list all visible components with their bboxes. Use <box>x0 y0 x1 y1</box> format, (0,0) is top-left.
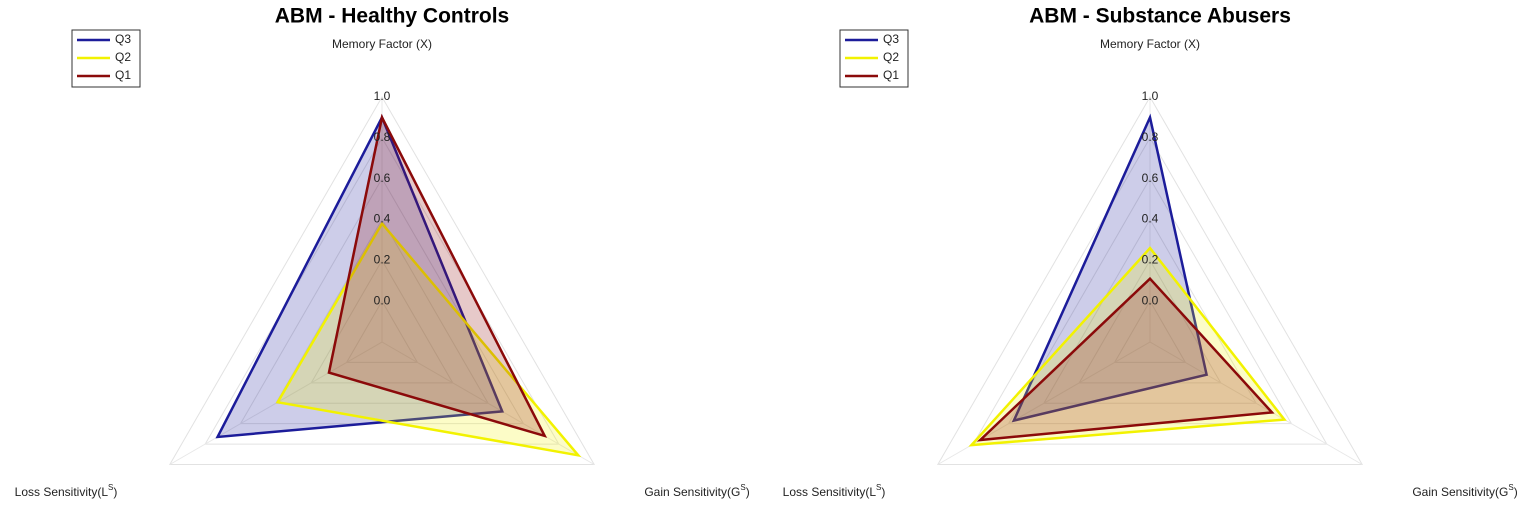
r-tick-label: 0.8 <box>374 130 391 144</box>
spoke <box>1149 341 1363 465</box>
r-tick-label: 0.2 <box>1142 253 1159 267</box>
legend-label: Q3 <box>115 32 131 46</box>
r-tick-label: 0.0 <box>374 293 391 307</box>
axis-label: Loss Sensitivity(LS) <box>15 483 118 499</box>
axis-label: Gain Sensitivity(GS) <box>644 483 749 499</box>
axis-label: Memory Factor (X) <box>1100 37 1200 51</box>
r-tick-label: 0.0 <box>1142 293 1159 307</box>
grid-line <box>972 136 1328 445</box>
axis-label-sup: S <box>1508 483 1513 492</box>
r-tick-label: 0.4 <box>1142 212 1159 226</box>
grid-line <box>239 177 525 425</box>
grid-line <box>1078 259 1222 384</box>
axis-label-text: Gain Sensitivity(G <box>644 485 740 499</box>
axis-label-tail: ) <box>746 485 750 499</box>
axis-label-tail: ) <box>113 485 117 499</box>
axis-label: Gain Sensitivity(GS) <box>1412 483 1517 499</box>
series-area <box>968 246 1287 447</box>
axis-label-text: Memory Factor (X) <box>332 37 432 51</box>
series-area <box>327 113 548 438</box>
legend-label: Q2 <box>115 50 131 64</box>
r-tick-label: 0.6 <box>374 171 391 185</box>
legend-label: Q1 <box>883 68 899 82</box>
series-area <box>215 114 505 439</box>
series-area <box>275 221 582 458</box>
chart-title: ABM - Substance Abusers <box>1029 5 1291 28</box>
spoke <box>169 341 383 465</box>
grid-line <box>275 218 489 404</box>
r-tick-label: 0.2 <box>374 253 391 267</box>
r-tick-label: 1.0 <box>1142 89 1159 103</box>
grid-line <box>168 95 596 465</box>
axis-label-text: Gain Sensitivity(G <box>1412 485 1508 499</box>
grid-line <box>1043 218 1257 404</box>
r-tick-label: 0.4 <box>374 212 391 226</box>
legend-label: Q2 <box>883 50 899 64</box>
r-tick-label: 0.6 <box>1142 171 1159 185</box>
spoke <box>381 341 595 465</box>
axis-label-sup: S <box>876 483 881 492</box>
grid-line <box>310 259 454 384</box>
axis-label-tail: ) <box>881 485 885 499</box>
axis-label-text: Loss Sensitivity(L <box>783 485 877 499</box>
chart-title: ABM - Healthy Controls <box>275 5 510 28</box>
axis-label-sup: S <box>108 483 113 492</box>
axis-label-text: Loss Sensitivity(L <box>15 485 109 499</box>
axis-label-sup: S <box>740 483 745 492</box>
grid-line <box>936 96 1364 465</box>
series-area <box>976 276 1275 442</box>
axis-label: Memory Factor (X) <box>332 37 432 51</box>
legend-label: Q1 <box>115 68 131 82</box>
legend-label: Q3 <box>883 32 899 46</box>
axis-label: Loss Sensitivity(LS) <box>783 483 886 499</box>
axis-label-tail: ) <box>1514 485 1518 499</box>
grid-line <box>1113 300 1187 363</box>
r-tick-label: 0.8 <box>1142 130 1159 144</box>
r-tick-label: 1.0 <box>374 89 391 103</box>
axis-label-text: Memory Factor (X) <box>1100 37 1200 51</box>
grid-line <box>345 300 419 363</box>
